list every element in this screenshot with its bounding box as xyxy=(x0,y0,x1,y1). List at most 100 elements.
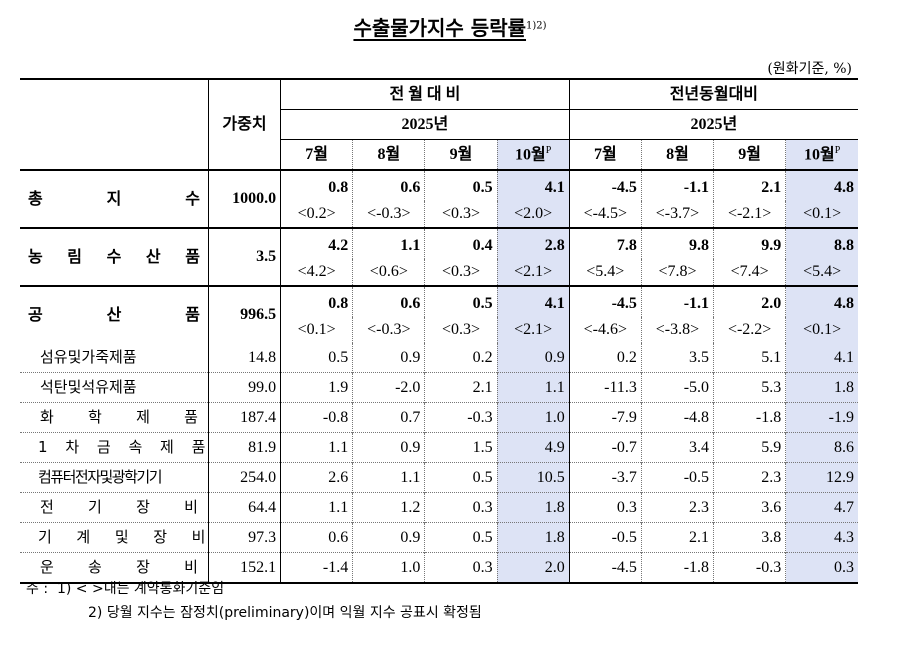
row-label: 총 지 수 xyxy=(20,169,209,228)
contract-value-cell: <0.3> xyxy=(424,259,498,286)
contract-value-cell: <-0.3> xyxy=(352,317,426,343)
sub-row-label: 컴퓨터전자및광학기기 xyxy=(20,462,209,493)
value-cell: 1.1 xyxy=(352,462,426,493)
weight-value: 81.9 xyxy=(208,432,282,463)
value-cell: -3.7 xyxy=(568,462,642,493)
contract-value-cell: <0.1> xyxy=(785,317,858,343)
main-row: 농 림 수 산 품 3.5 4.2 1.1 0.4 2.8 7.8 9.8 9.9 8.8 xyxy=(20,227,858,286)
value-cell: 1.9 xyxy=(280,372,354,403)
value-cell: 4.7 xyxy=(785,492,858,523)
weight-value: 3.5 xyxy=(208,227,282,286)
main-row: 공 산 품 996.5 0.8 0.6 0.5 4.1 -4.5 -1.1 2.0 4.8 xyxy=(20,285,858,343)
item-header-blank xyxy=(20,78,209,171)
main-row: 총 지 수 1000.0 0.8 0.6 0.5 4.1 -4.5 -1.1 2.1 4.8 xyxy=(20,169,858,228)
month-label: 7월 xyxy=(593,145,617,163)
sub-row: 화 학 제 품 187.4 -0.8 0.7 -0.3 1.0 -7.9 -4.8 -1.8 -1… xyxy=(20,402,858,433)
value-cell: 4.1 xyxy=(785,343,858,373)
yoy-month-header: 10월P xyxy=(785,139,858,171)
sub-row-label: 전 기 장 비 xyxy=(20,492,209,523)
value-cell: 9.9 xyxy=(713,227,787,259)
value-cell: 1.2 xyxy=(352,492,426,523)
value-cell: 1.0 xyxy=(352,552,426,584)
value-cell: 1.8 xyxy=(785,372,858,403)
price-index-table: 가중치 전 월 대 비 전년동월대비 2025년 2025년 7월 8월 9월 10월… xyxy=(20,78,858,584)
value-cell: -1.8 xyxy=(640,552,715,584)
contract-value-cell: <0.3> xyxy=(424,317,498,343)
yoy-group-header: 전년동월대비 xyxy=(568,78,858,110)
value-cell: 0.3 xyxy=(424,492,498,523)
value-cell: -1.4 xyxy=(280,552,354,584)
contract-value-cell: <-0.3> xyxy=(352,201,426,228)
month-label: 10월 xyxy=(515,146,546,164)
value-cell: 0.6 xyxy=(352,285,426,317)
yoy-month-header: 9월 xyxy=(713,139,787,171)
title-footnote-ref: 1)2) xyxy=(526,20,547,32)
month-label: 7월 xyxy=(305,145,329,163)
contract-value-cell: <0.2> xyxy=(280,201,354,228)
sub-row-label: 화 학 제 품 xyxy=(20,402,209,433)
value-cell: 1.0 xyxy=(496,402,570,433)
value-cell: 3.8 xyxy=(713,522,787,553)
value-cell: 3.6 xyxy=(713,492,787,523)
contract-value-cell: <-3.7> xyxy=(640,201,715,228)
value-cell: 8.6 xyxy=(785,432,858,463)
value-cell: 0.6 xyxy=(352,169,426,201)
mom-month-header: 9월 xyxy=(424,139,498,171)
page-title: 수출물가지수 등락률1)2) xyxy=(0,12,900,41)
month-label: 9월 xyxy=(449,145,473,163)
value-cell: 4.8 xyxy=(785,285,858,317)
footnote-prefix: 주 : xyxy=(26,581,49,597)
row-label: 농 림 수 산 품 xyxy=(20,227,209,286)
sub-row-label: 석탄및석유제품 xyxy=(20,372,209,403)
weight-header: 가중치 xyxy=(207,78,282,171)
yoy-year-header: 2025년 xyxy=(568,109,858,140)
value-cell: -0.5 xyxy=(568,522,642,553)
value-cell: 0.6 xyxy=(280,522,354,553)
value-cell: 2.6 xyxy=(280,462,354,493)
value-cell: -4.5 xyxy=(568,552,642,584)
value-cell: 0.3 xyxy=(568,492,642,523)
value-cell: 4.3 xyxy=(785,522,858,553)
value-cell: 4.8 xyxy=(785,169,858,201)
footnote-1-text: 1) < >내는 계약통화기준임 xyxy=(56,581,225,597)
value-cell: 0.9 xyxy=(352,522,426,553)
value-cell: 0.9 xyxy=(496,343,570,373)
month-header-row: 7월 8월 9월 10월P 7월 8월 9월 10월P xyxy=(20,139,858,171)
value-cell: 1.1 xyxy=(280,432,354,463)
value-cell: -0.8 xyxy=(280,402,354,433)
contract-value-cell: <0.1> xyxy=(280,317,354,343)
month-label: 9월 xyxy=(738,145,761,163)
weight-value: 99.0 xyxy=(208,372,282,403)
main-row-contract: <4.2> <0.6> <0.3> <2.1> <5.4> <7.8> <7.4> <5.4> xyxy=(20,259,858,286)
value-cell: -4.5 xyxy=(568,285,642,317)
contract-value-cell: <7.8> xyxy=(640,259,715,286)
value-cell: -1.1 xyxy=(640,169,715,201)
yoy-month-header: 8월 xyxy=(640,139,715,171)
value-cell: 0.9 xyxy=(352,432,426,463)
value-cell: 1.5 xyxy=(424,432,498,463)
value-cell: 1.1 xyxy=(280,492,354,523)
contract-value-cell: <2.1> xyxy=(496,317,570,343)
value-cell: 0.2 xyxy=(424,343,498,373)
row-label: 공 산 품 xyxy=(20,285,209,343)
value-cell: -11.3 xyxy=(568,372,642,403)
contract-value-cell: <2.0> xyxy=(496,201,570,228)
value-cell: 12.9 xyxy=(785,462,858,493)
contract-value-cell: <-4.6> xyxy=(568,317,642,343)
sub-row: 석탄및석유제품 99.0 1.9 -2.0 2.1 1.1 -11.3 -5.0 5.3 1.8 xyxy=(20,372,858,403)
weight-value: 64.4 xyxy=(208,492,282,523)
value-cell: 1.8 xyxy=(496,522,570,553)
value-cell: 0.9 xyxy=(352,343,426,373)
value-cell: 0.5 xyxy=(424,522,498,553)
title-text: 수출물가지수 등락률 xyxy=(353,16,527,40)
value-cell: 5.1 xyxy=(713,343,787,373)
sub-row: 섬유및가죽제품 14.8 0.5 0.9 0.2 0.9 0.2 3.5 5.1 4.1 xyxy=(20,343,858,373)
contract-value-cell: <0.6> xyxy=(352,259,426,286)
footnote-2: 2) 당월 지수는 잠정치(preliminary)이며 익월 지수 공표시 확… xyxy=(88,604,482,621)
sub-row: 기 계 및 장 비 97.3 0.6 0.9 0.5 1.8 -0.5 2.1 3.8 4.3 xyxy=(20,522,858,553)
footnotes: 주 : 1) < >내는 계약통화기준임 2) 당월 지수는 잠정치(preli… xyxy=(20,578,482,626)
value-cell: 2.1 xyxy=(640,522,715,553)
value-cell: -0.3 xyxy=(713,552,787,584)
value-cell: 10.5 xyxy=(496,462,570,493)
value-cell: 0.5 xyxy=(424,462,498,493)
